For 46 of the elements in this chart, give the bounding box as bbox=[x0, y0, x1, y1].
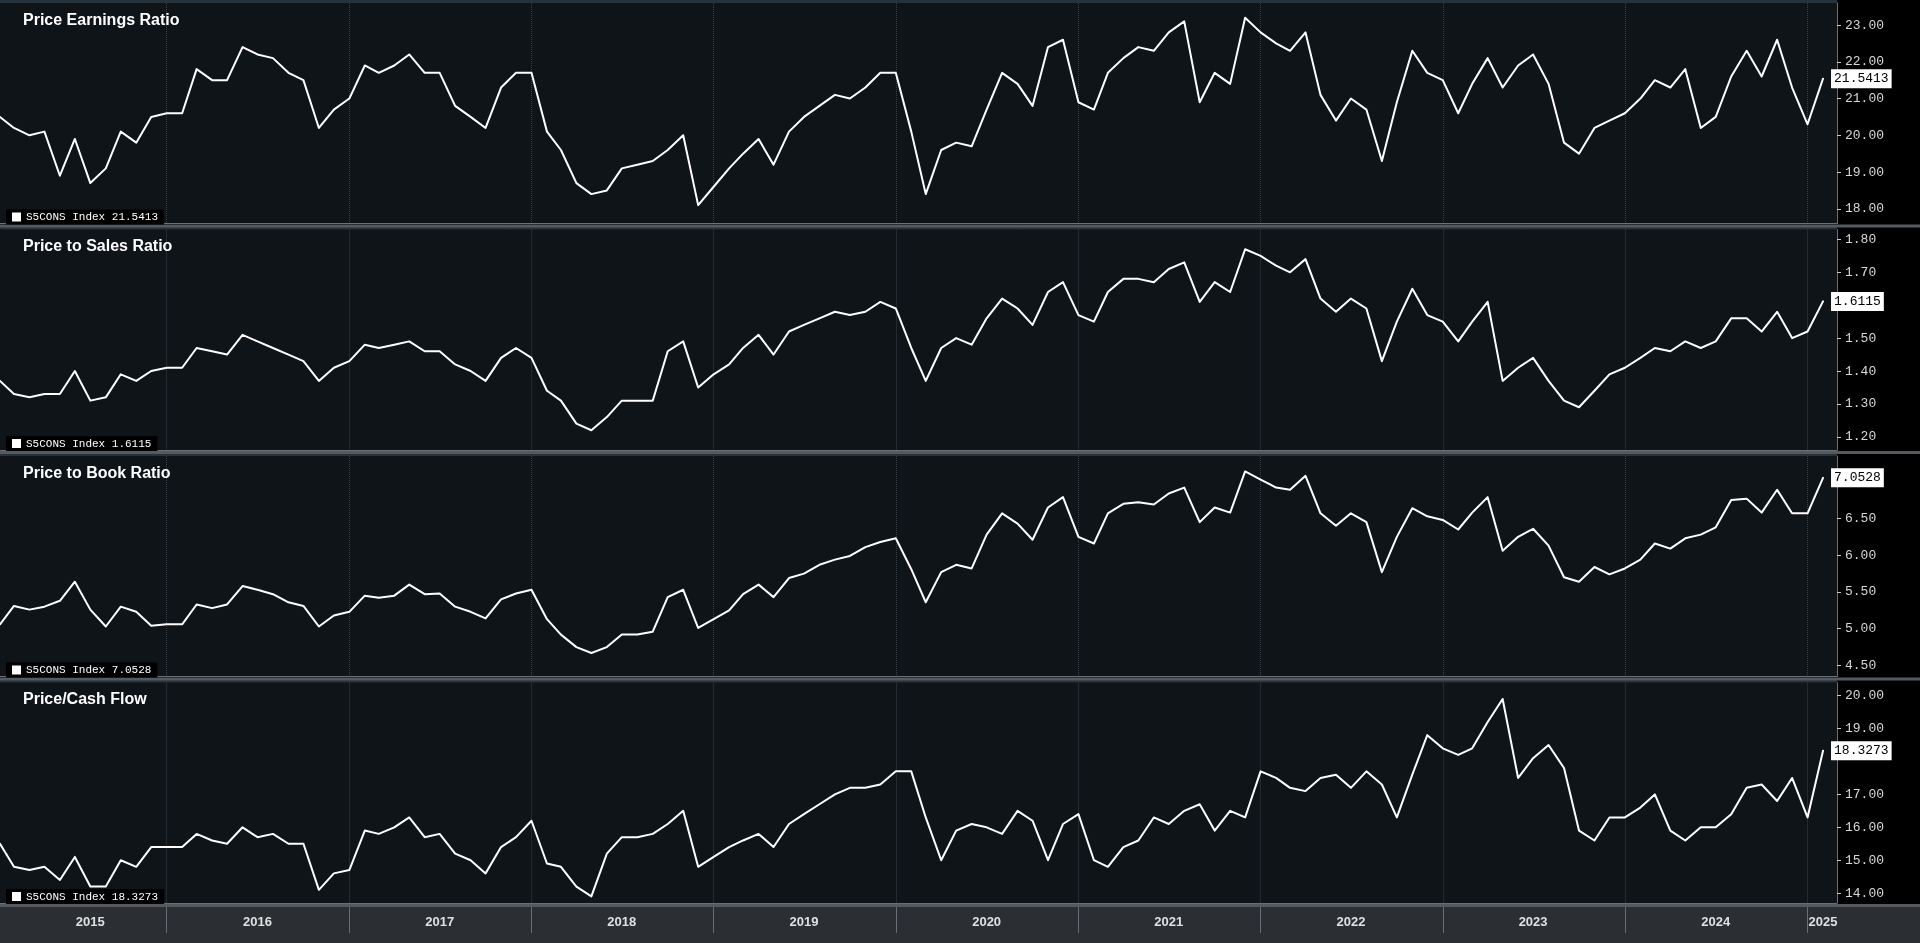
y-tick-label: 20.00 bbox=[1845, 127, 1885, 143]
y-tick-label: 19.00 bbox=[1845, 164, 1885, 180]
y-tick-label: 6.00 bbox=[1845, 547, 1877, 563]
x-tick-label: 2024 bbox=[1701, 914, 1731, 929]
data-label: 21.5413 bbox=[1834, 71, 1889, 87]
y-tick-label: 14.00 bbox=[1845, 885, 1885, 901]
data-label: 1.6115 bbox=[1834, 293, 1881, 309]
y-tick-label: 1.80 bbox=[1845, 231, 1877, 247]
y-tick-label: 16.00 bbox=[1845, 819, 1885, 835]
data-label: 7.0528 bbox=[1834, 470, 1881, 486]
data-label: 18.3273 bbox=[1834, 743, 1889, 759]
y-tick-label: 1.40 bbox=[1845, 363, 1877, 379]
y-tick-label: 4.50 bbox=[1845, 657, 1877, 673]
chart-title: Price Earnings Ratio bbox=[23, 10, 180, 28]
y-tick-label: 19.00 bbox=[1845, 721, 1885, 737]
x-tick-label: 2025 bbox=[1808, 914, 1838, 929]
x-tick-label: 2021 bbox=[1154, 914, 1184, 929]
chart-title: Price to Sales Ratio bbox=[23, 237, 173, 254]
y-tick-label: 17.00 bbox=[1845, 786, 1885, 802]
legend-label: S5CONS Index 7.0528 bbox=[26, 664, 152, 676]
x-tick-label: 2017 bbox=[425, 914, 455, 929]
y-tick-label: 1.50 bbox=[1845, 330, 1877, 346]
y-tick-label: 20.00 bbox=[1845, 688, 1885, 704]
y-tick-label: 23.00 bbox=[1845, 17, 1885, 33]
legend-label: S5CONS Index 18.3273 bbox=[26, 890, 159, 903]
chart-title: Price to Book Ratio bbox=[23, 463, 171, 481]
y-tick-label: 1.70 bbox=[1845, 264, 1877, 280]
y-tick-label: 15.00 bbox=[1845, 852, 1885, 868]
y-tick-label: 6.50 bbox=[1845, 510, 1877, 526]
y-tick-label: 21.00 bbox=[1845, 91, 1885, 107]
legend-label: S5CONS Index 1.6115 bbox=[26, 437, 152, 450]
legend-label: S5CONS Index 21.5413 bbox=[26, 211, 159, 223]
text: Price/Cash Flow bbox=[23, 690, 148, 707]
y-tick-label: 5.00 bbox=[1845, 621, 1877, 637]
x-tick-label: 2020 bbox=[972, 914, 1002, 929]
x-tick-label: 2022 bbox=[1336, 914, 1366, 929]
y-tick-label: 5.50 bbox=[1845, 584, 1877, 600]
x-tick-label: 2015 bbox=[75, 914, 105, 929]
x-tick-label: 2018 bbox=[607, 914, 637, 929]
y-tick-label: 1.30 bbox=[1845, 396, 1877, 412]
x-tick-label: 2023 bbox=[1518, 914, 1548, 929]
x-tick-label: 2019 bbox=[789, 914, 819, 929]
y-tick-label: 1.20 bbox=[1845, 429, 1877, 445]
x-tick-label: 2016 bbox=[243, 914, 272, 929]
y-tick-label: 18.00 bbox=[1845, 201, 1885, 217]
y-tick-label: 22.00 bbox=[1845, 54, 1885, 70]
